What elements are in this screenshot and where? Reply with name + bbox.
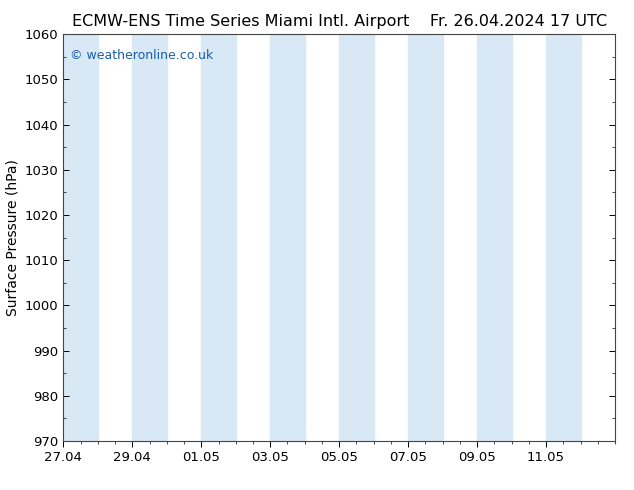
- Bar: [63, 34, 98, 441]
- Text: © weatheronline.co.uk: © weatheronline.co.uk: [70, 49, 213, 62]
- Bar: [408, 34, 443, 441]
- Bar: [546, 34, 581, 441]
- Y-axis label: Surface Pressure (hPa): Surface Pressure (hPa): [5, 159, 19, 316]
- Bar: [133, 34, 167, 441]
- Title: ECMW-ENS Time Series Miami Intl. Airport    Fr. 26.04.2024 17 UTC: ECMW-ENS Time Series Miami Intl. Airport…: [72, 14, 607, 29]
- Bar: [270, 34, 305, 441]
- Bar: [339, 34, 373, 441]
- Bar: [202, 34, 236, 441]
- Bar: [477, 34, 512, 441]
